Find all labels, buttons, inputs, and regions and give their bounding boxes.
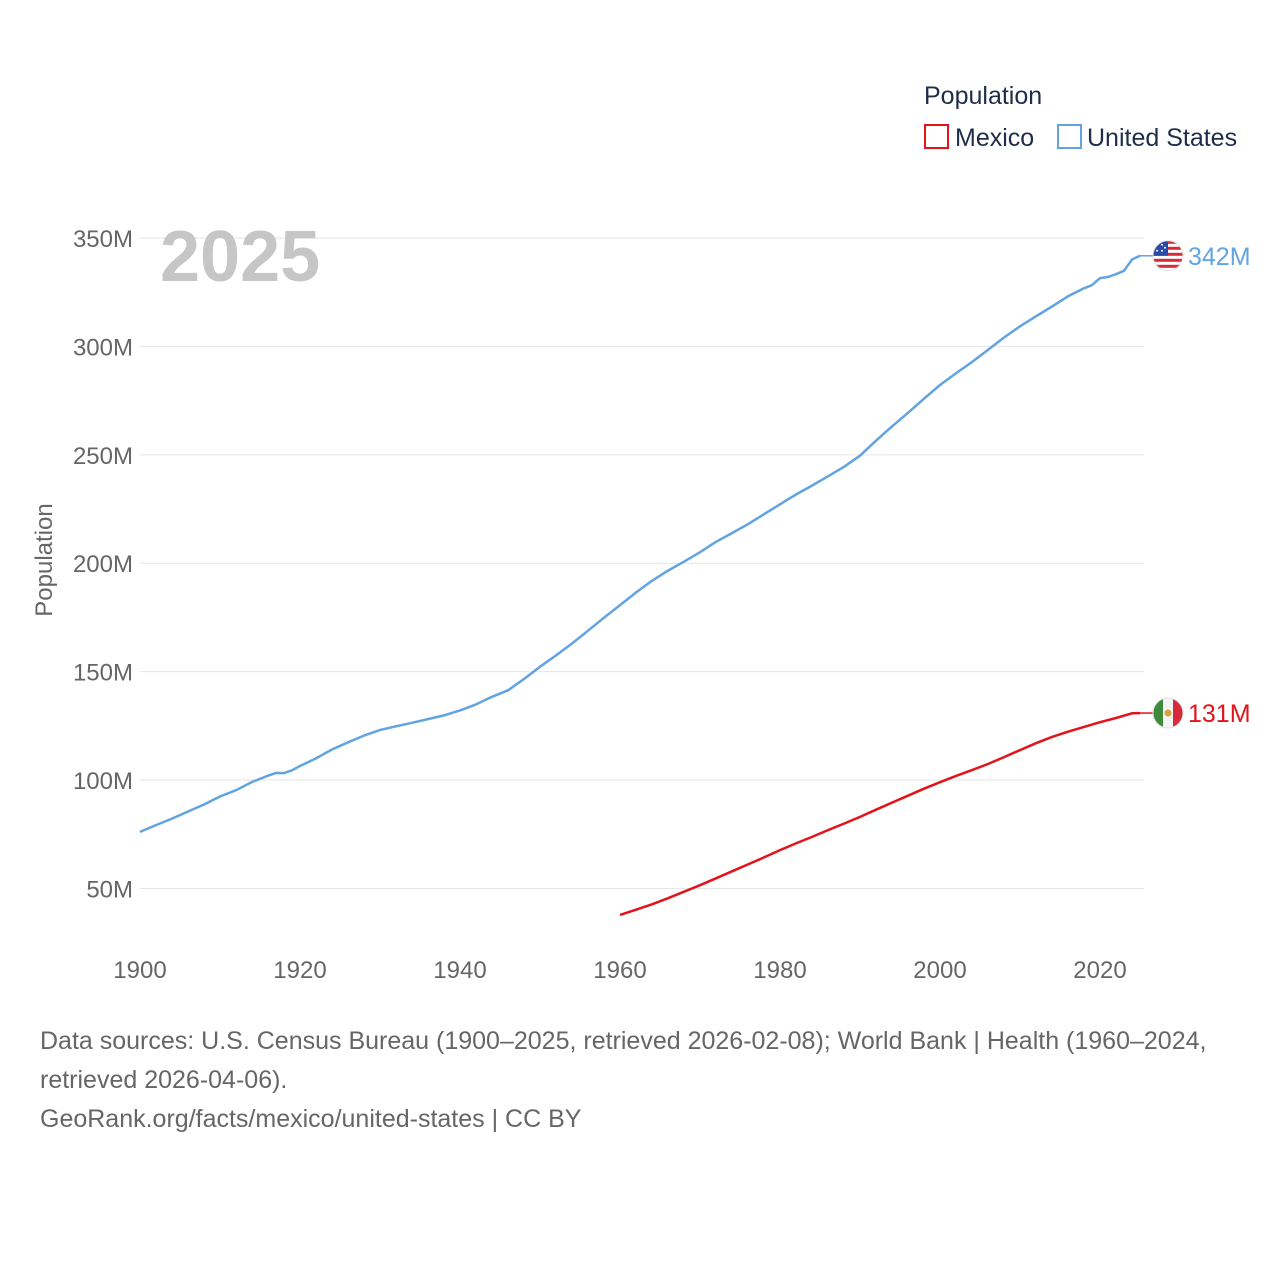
end-marker-mexico: 131M: [1140, 697, 1251, 729]
series-line-united-states[interactable]: [139, 254, 1141, 834]
y-axis-tick-labels: 50M 100M 150M 200M 250M 300M 350M: [73, 226, 133, 903]
x-tick-label: 2020: [1073, 957, 1126, 984]
series-lines: [139, 254, 1141, 917]
legend-title: Population: [924, 82, 1042, 110]
y-axis-title: Population: [31, 503, 58, 616]
x-tick-label: 2000: [913, 957, 966, 984]
y-tick-label: 150M: [73, 660, 133, 687]
x-tick-label: 1900: [113, 957, 166, 984]
y-tick-label: 50M: [86, 876, 133, 903]
legend-swatch-united-states: [1057, 124, 1082, 149]
y-tick-label: 250M: [73, 443, 133, 470]
gridlines: [140, 237, 1144, 889]
us-flag-icon: [1152, 240, 1184, 272]
y-tick-label: 350M: [73, 226, 133, 253]
end-marker-united-states: 342M: [1140, 240, 1251, 272]
x-tick-label: 1920: [273, 957, 326, 984]
x-tick-label: 1980: [753, 957, 806, 984]
legend-item-united-states[interactable]: United States: [1057, 124, 1237, 152]
end-label-mexico: 131M: [1188, 700, 1251, 728]
chart-footer: Data sources: U.S. Census Bureau (1900–2…: [40, 1022, 1250, 1139]
legend-label-mexico: Mexico: [955, 124, 1034, 152]
x-tick-label: 1940: [433, 957, 486, 984]
data-sources-note: Data sources: U.S. Census Bureau (1900–2…: [40, 1027, 1207, 1094]
x-tick-label: 1960: [593, 957, 646, 984]
mexico-flag-icon: [1152, 697, 1184, 729]
x-axis-tick-labels: 1900 1920 1940 1960 1980 2000 2020: [113, 957, 1126, 984]
legend-swatch-mexico: [924, 124, 949, 149]
year-overlay: 2025: [160, 217, 320, 297]
end-label-united-states: 342M: [1188, 243, 1251, 271]
legend-item-mexico[interactable]: Mexico: [924, 124, 1034, 152]
y-tick-label: 200M: [73, 551, 133, 578]
y-tick-label: 300M: [73, 334, 133, 361]
series-line-mexico[interactable]: [619, 711, 1141, 917]
legend-label-united-states: United States: [1087, 124, 1237, 152]
legend: Population Mexico United States: [924, 82, 1237, 152]
attribution-link[interactable]: GeoRank.org/facts/mexico/united-states |…: [40, 1105, 582, 1133]
population-line-chart: 50M 100M 150M 200M 250M 300M 350M 1900 1920 1940…: [31, 82, 1251, 984]
y-tick-label: 100M: [73, 768, 133, 795]
